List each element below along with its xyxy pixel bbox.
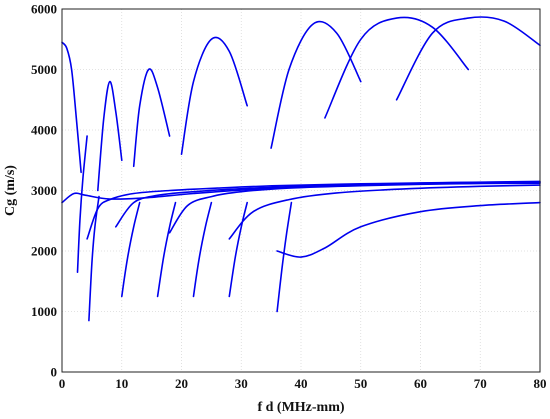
y-tick-label: 3000 — [31, 183, 57, 198]
x-tick-label: 20 — [175, 376, 188, 391]
dispersion-curve-10 — [228, 184, 541, 240]
x-tick-label: 50 — [354, 376, 367, 391]
y-tick-label: 5000 — [31, 62, 57, 77]
x-tick-labels: 0 10 20 30 40 50 60 70 80 — [59, 376, 547, 391]
dispersion-curve-2 — [76, 135, 88, 273]
dispersion-curve-9 — [180, 36, 248, 155]
y-axis-label: Cg (m/s) — [3, 165, 18, 216]
x-tick-label: 30 — [235, 376, 248, 391]
dispersion-curve-11 — [270, 20, 362, 149]
y-tick-labels: 0 1000 2000 3000 4000 5000 6000 — [31, 2, 57, 380]
x-axis-label: f d (MHz-mm) — [257, 400, 344, 415]
dispersion-curves — [61, 16, 541, 322]
dispersion-curve-3 — [86, 181, 541, 240]
plot-frame — [61, 8, 541, 373]
dispersion-curve-15 — [121, 201, 141, 298]
x-tick-label: 10 — [115, 376, 128, 391]
x-tick-label: 70 — [474, 376, 487, 391]
x-tick-label: 80 — [534, 376, 547, 391]
grid-lines — [61, 8, 541, 373]
dispersion-curve-14 — [395, 16, 541, 101]
x-tick-label: 40 — [295, 376, 308, 391]
dispersion-curve-4 — [88, 195, 100, 322]
dispersion-curve-7 — [132, 68, 171, 168]
dispersion-curve-16 — [156, 201, 177, 298]
dispersion-curve-8 — [168, 182, 541, 234]
y-tick-label: 0 — [51, 365, 58, 380]
dispersion-curve-5 — [97, 80, 123, 192]
y-tick-label: 1000 — [31, 304, 57, 319]
dispersion-curve-19 — [276, 201, 293, 313]
x-tick-label: 0 — [59, 376, 66, 391]
dispersion-curve-18 — [228, 201, 248, 298]
y-tick-label: 2000 — [31, 244, 57, 259]
dispersion-curve-13 — [324, 16, 470, 119]
x-tick-label: 60 — [414, 376, 427, 391]
dispersion-curve-17 — [192, 201, 213, 298]
y-tick-label: 6000 — [31, 2, 57, 17]
dispersion-curve-1 — [61, 41, 82, 174]
y-tick-label: 4000 — [31, 123, 57, 138]
dispersion-curve-12 — [276, 201, 541, 258]
